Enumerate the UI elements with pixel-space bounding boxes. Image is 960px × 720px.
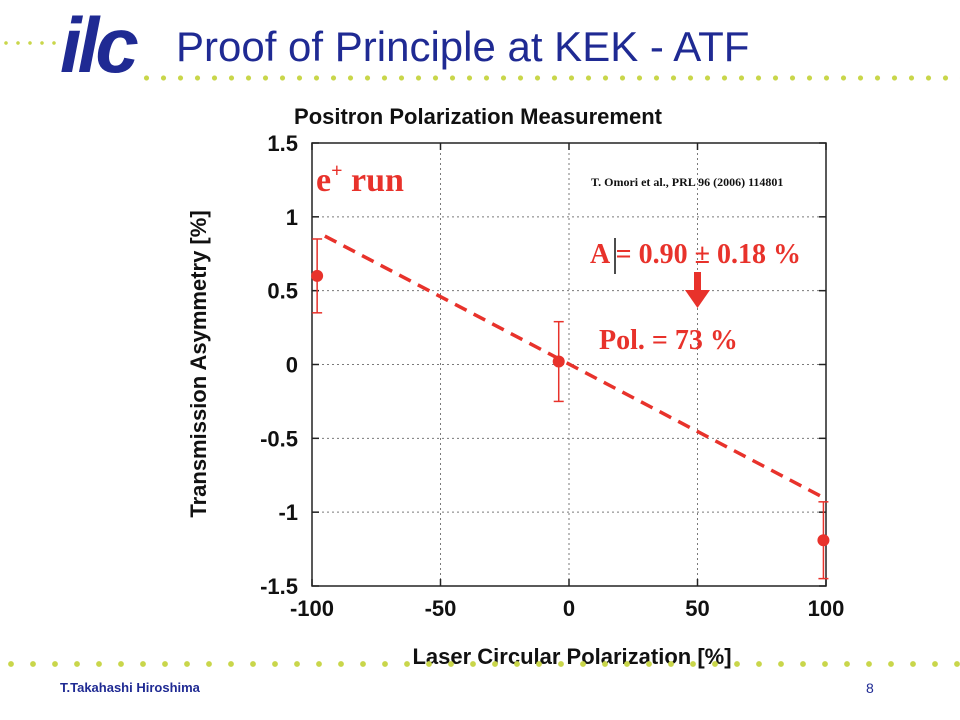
run-label: e+ run bbox=[316, 160, 404, 199]
decorative-dots-top bbox=[138, 74, 960, 82]
x-tick-label: 0 bbox=[563, 596, 575, 621]
y-axis-ticks: 1.5 1 0.5 0 -0.5 -1 -1.5 bbox=[260, 131, 826, 599]
x-tick-label: -100 bbox=[290, 596, 334, 621]
run-label-superscript: + bbox=[331, 160, 342, 182]
run-label-main: e bbox=[316, 162, 331, 199]
x-tick-label: 50 bbox=[685, 596, 709, 621]
y-tick-label: 1.5 bbox=[267, 131, 298, 156]
data-point bbox=[311, 269, 324, 282]
y-tick-label: -1 bbox=[278, 500, 298, 525]
fit-line-segment bbox=[324, 234, 827, 501]
y-tick-label: -1.5 bbox=[260, 574, 298, 599]
x-tick-label: -50 bbox=[425, 596, 457, 621]
y-tick-label: 0 bbox=[286, 353, 298, 378]
data-point bbox=[552, 355, 565, 368]
chart-container: Positron Polarization Measurement 1.5 1 0.… bbox=[176, 96, 866, 674]
decorative-dots-top-left bbox=[0, 40, 60, 46]
y-tick-label: 0.5 bbox=[267, 279, 298, 304]
x-axis-ticks: -100 -50 0 50 100 bbox=[290, 143, 844, 621]
run-label-rest: run bbox=[343, 162, 405, 199]
ilc-logo: ilc bbox=[60, 1, 139, 89]
x-tick-label: 100 bbox=[808, 596, 845, 621]
y-tick-label: 1 bbox=[286, 205, 298, 230]
result-arrow bbox=[685, 272, 710, 308]
chart-title: Positron Polarization Measurement bbox=[294, 104, 663, 129]
data-points bbox=[311, 238, 830, 580]
slide-title: Proof of Principle at KEK - ATF bbox=[176, 23, 750, 70]
y-tick-label: -0.5 bbox=[260, 426, 298, 451]
polarization-result: Pol. = 73 % bbox=[599, 325, 738, 356]
polarization-chart: Positron Polarization Measurement 1.5 1 0.… bbox=[186, 104, 844, 669]
reference-citation: T. Omori et al., PRL 96 (2006) 114801 bbox=[591, 175, 783, 189]
footer-author: T.Takahashi Hiroshima bbox=[60, 680, 200, 695]
page-number: 8 bbox=[866, 680, 874, 696]
fit-line bbox=[324, 234, 827, 501]
y-axis-label: Transmission Asymmetry [%] bbox=[186, 210, 211, 517]
data-point bbox=[817, 534, 830, 547]
decorative-dots-bottom bbox=[0, 658, 960, 670]
asymmetry-result: A = 0.90 ± 0.18 % bbox=[590, 239, 801, 270]
